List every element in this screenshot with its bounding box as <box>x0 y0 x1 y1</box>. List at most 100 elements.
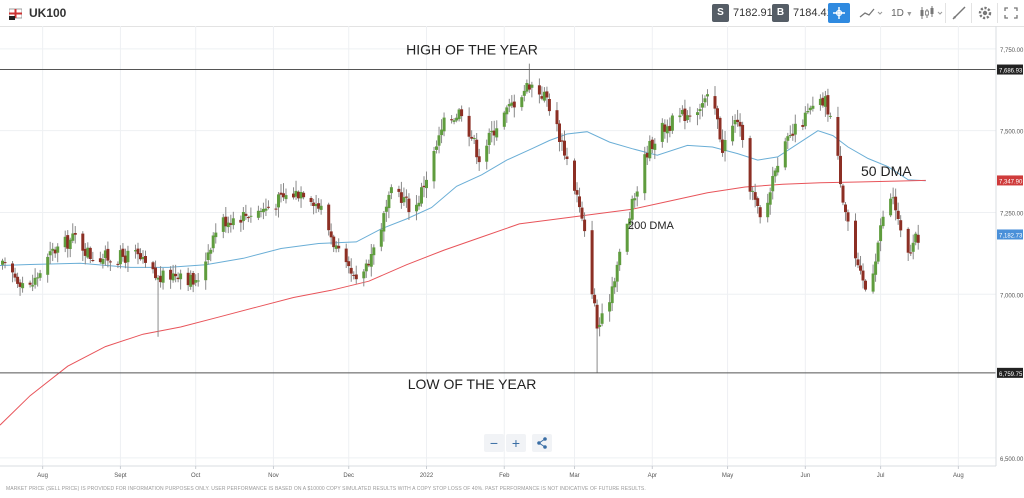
candle[interactable] <box>121 243 125 262</box>
candle[interactable] <box>422 176 426 198</box>
candle[interactable] <box>495 120 499 141</box>
candle[interactable] <box>645 145 649 165</box>
candle[interactable] <box>736 109 740 127</box>
candle[interactable] <box>294 180 298 200</box>
candle[interactable] <box>565 147 569 166</box>
candle[interactable] <box>81 231 85 262</box>
candle[interactable] <box>312 198 316 215</box>
candle[interactable] <box>608 294 612 322</box>
candle[interactable] <box>407 193 411 220</box>
candle[interactable] <box>680 105 684 116</box>
candle[interactable] <box>771 166 775 200</box>
candle[interactable] <box>13 267 17 282</box>
candle[interactable] <box>721 129 724 157</box>
candle[interactable] <box>542 87 546 103</box>
candle[interactable] <box>876 240 880 265</box>
candle[interactable] <box>123 248 127 269</box>
candle[interactable] <box>911 234 915 260</box>
candle[interactable] <box>106 241 110 268</box>
candle[interactable] <box>836 106 840 160</box>
candle[interactable] <box>53 246 57 258</box>
candle[interactable] <box>299 186 303 208</box>
candle[interactable] <box>116 261 120 269</box>
candle[interactable] <box>545 86 549 107</box>
candle[interactable] <box>906 227 910 261</box>
candle[interactable] <box>214 223 218 244</box>
candle[interactable] <box>530 81 534 98</box>
candle[interactable] <box>871 264 875 294</box>
candle[interactable] <box>864 279 867 292</box>
candle[interactable] <box>896 202 900 225</box>
candle[interactable] <box>259 207 263 218</box>
candle[interactable] <box>73 226 77 244</box>
candle[interactable] <box>595 299 599 373</box>
candle[interactable] <box>828 112 832 119</box>
candle[interactable] <box>472 134 476 145</box>
candle[interactable] <box>154 260 157 281</box>
candle[interactable] <box>246 215 250 223</box>
candle[interactable] <box>560 133 564 151</box>
candle[interactable] <box>741 121 745 148</box>
gear-icon[interactable] <box>974 3 996 23</box>
sell-button[interactable]: S <box>712 4 729 22</box>
candle[interactable] <box>678 107 682 123</box>
candle[interactable] <box>332 234 336 253</box>
candle[interactable] <box>277 192 280 218</box>
candle[interactable] <box>134 244 137 259</box>
candle[interactable] <box>103 245 107 266</box>
candle[interactable] <box>369 243 373 277</box>
candle[interactable] <box>756 196 760 214</box>
candle[interactable] <box>18 279 22 296</box>
candle[interactable] <box>879 218 883 252</box>
candle[interactable] <box>839 146 842 188</box>
candle[interactable] <box>118 245 122 269</box>
candle[interactable] <box>891 187 895 205</box>
candle[interactable] <box>660 118 664 148</box>
candle[interactable] <box>206 244 210 265</box>
candle[interactable] <box>344 243 348 269</box>
candle[interactable] <box>241 207 245 230</box>
candle[interactable] <box>773 168 777 183</box>
candle[interactable] <box>46 253 50 283</box>
candle[interactable] <box>261 202 265 220</box>
candle[interactable] <box>716 105 719 129</box>
candle[interactable] <box>435 140 438 154</box>
candle[interactable] <box>28 280 32 288</box>
candle[interactable] <box>688 106 692 123</box>
candle[interactable] <box>196 272 200 287</box>
candle[interactable] <box>613 277 617 294</box>
candle[interactable] <box>108 259 112 271</box>
candle[interactable] <box>718 116 722 143</box>
candle[interactable] <box>723 131 727 162</box>
candle[interactable] <box>844 201 847 221</box>
candle[interactable] <box>841 183 845 206</box>
candle[interactable] <box>525 79 529 94</box>
candle[interactable] <box>156 274 160 337</box>
candle[interactable] <box>244 204 248 220</box>
candle[interactable] <box>558 120 561 152</box>
timeframe-dropdown[interactable]: 1D ▼ <box>889 3 915 23</box>
candle[interactable] <box>615 261 619 292</box>
zoom-in-button[interactable]: + <box>506 434 526 452</box>
candle[interactable] <box>537 78 541 104</box>
candle[interactable] <box>846 209 850 231</box>
candle[interactable] <box>33 268 37 289</box>
candle[interactable] <box>573 158 576 195</box>
candle[interactable] <box>826 88 830 122</box>
candle[interactable] <box>364 259 368 278</box>
candle[interactable] <box>475 132 479 165</box>
candle[interactable] <box>354 265 358 284</box>
candle[interactable] <box>239 215 243 232</box>
candle[interactable] <box>610 276 614 311</box>
candle[interactable] <box>179 269 183 290</box>
candle[interactable] <box>803 106 807 130</box>
candle[interactable] <box>417 195 421 210</box>
candle[interactable] <box>88 246 92 264</box>
candle[interactable] <box>859 255 862 275</box>
candle[interactable] <box>861 263 865 289</box>
candle[interactable] <box>415 195 418 221</box>
candle[interactable] <box>384 199 388 222</box>
candle[interactable] <box>731 115 735 146</box>
candle[interactable] <box>753 183 757 208</box>
candle[interactable] <box>211 232 215 253</box>
